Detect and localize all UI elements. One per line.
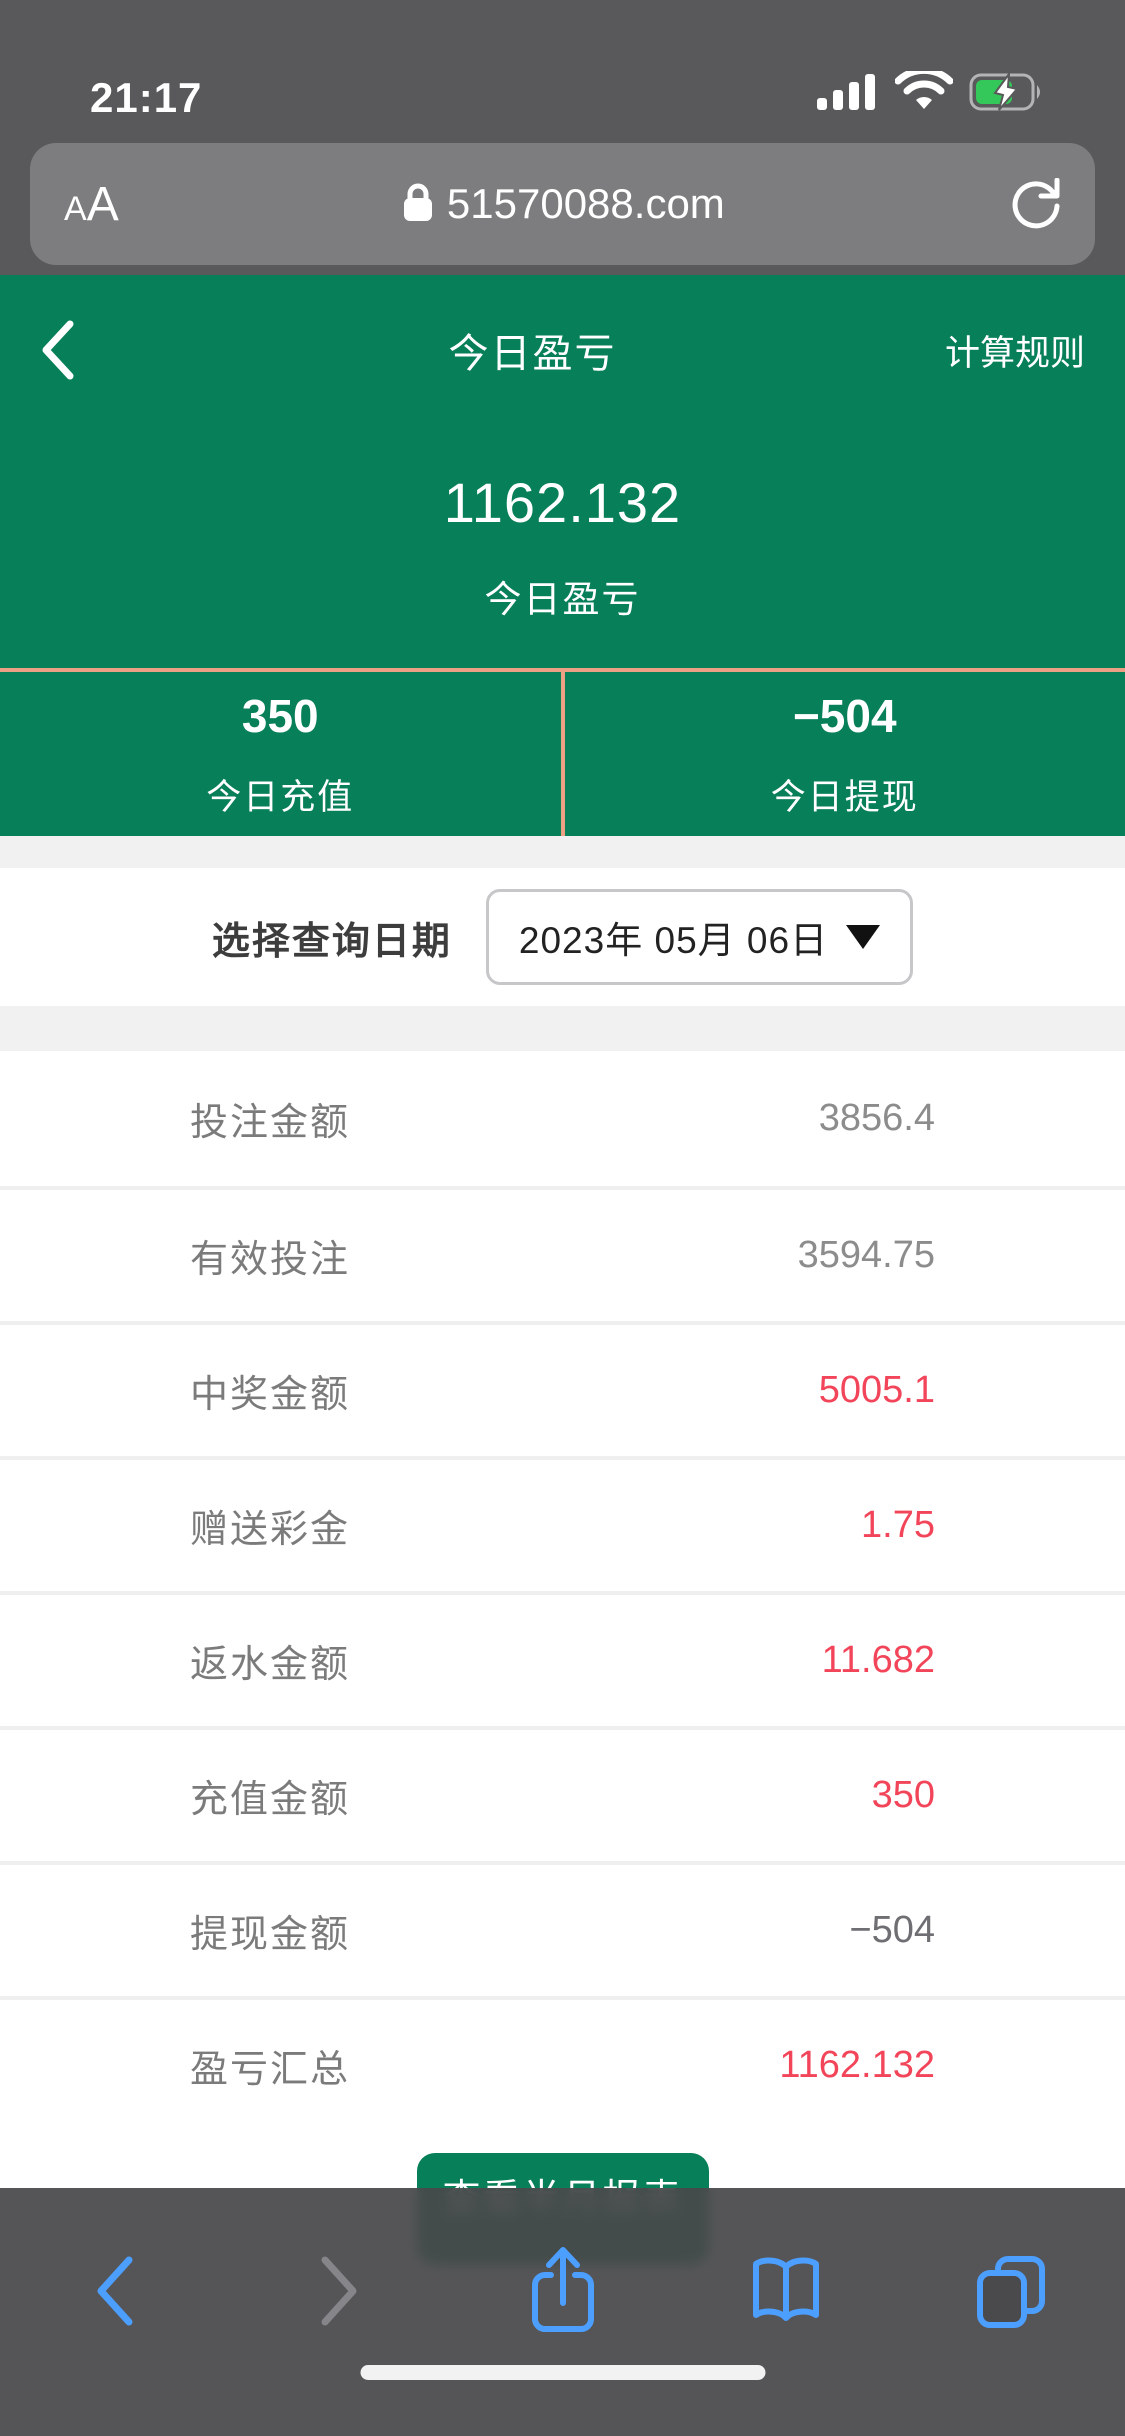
calculation-rules-link[interactable]: 计算规则 (944, 333, 1085, 373)
clock: 21:17 (90, 74, 203, 121)
caret-down-icon (846, 925, 881, 949)
today-withdraw-stat: −504 今日提现 (560, 672, 1125, 836)
table-row-withdraw: 提现金额 −504 (0, 1861, 1125, 1996)
wifi-icon (894, 66, 954, 118)
status-bar: 21:17 (0, 0, 1125, 130)
table-row-valid-bet: 有效投注 3594.75 (0, 1186, 1125, 1321)
date-select[interactable]: 2023年 05月 06日 (485, 889, 914, 985)
date-picker-row: 选择查询日期 2023年 05月 06日 (0, 868, 1125, 1006)
page-header: 今日盈亏 计算规则 (0, 275, 1125, 425)
refresh-icon[interactable] (1009, 178, 1061, 230)
deposit-label: 今日充值 (206, 777, 355, 817)
cellular-signal-icon (817, 72, 879, 117)
withdraw-value: −504 (792, 689, 897, 742)
lock-icon (403, 182, 433, 227)
deposit-value: 350 (241, 689, 319, 742)
divider-strip (0, 836, 1125, 868)
back-button[interactable] (40, 319, 160, 381)
todays-profit-hero: 1162.132 今日盈亏 (0, 425, 1125, 672)
chevron-left-icon (42, 320, 74, 380)
bookmarks-button[interactable] (741, 2236, 831, 2346)
profit-label: 今日盈亏 (484, 579, 641, 620)
share-button[interactable] (518, 2236, 608, 2346)
tabs-icon (977, 2256, 1045, 2328)
home-indicator[interactable] (360, 2365, 765, 2380)
battery-charging-icon (969, 70, 1045, 116)
table-row-deposit: 充值金额 350 (0, 1726, 1125, 1861)
book-icon (753, 2257, 820, 2321)
table-row-bet-amount: 投注金额 3856.4 (190, 1097, 935, 1144)
share-icon (531, 2247, 594, 2332)
table-row-winnings: 中奖金额 5005.1 (0, 1321, 1125, 1456)
profit-summary-table: 投注金额 3856.4 有效投注 3594.75 中奖金额 5005.1 赠送彩… (0, 1051, 1125, 2131)
table-row-bonus: 赠送彩金 1.75 (0, 1456, 1125, 1591)
deposit-withdraw-strip: 350 今日充值 −504 今日提现 (0, 672, 1125, 836)
chevron-forward-icon (321, 2256, 357, 2326)
today-deposit-stat: 350 今日充值 (0, 672, 561, 836)
divider-strip (0, 1006, 1125, 1051)
table-row-total: 盈亏汇总 1162.132 (0, 1996, 1125, 2131)
profit-amount: 1162.132 (443, 471, 682, 534)
withdraw-label: 今日提现 (770, 777, 919, 817)
date-picker-label: 选择查询日期 (211, 920, 452, 963)
safari-toolbar (0, 2188, 1125, 2436)
date-value: 2023年 05月 06日 (518, 920, 829, 961)
browser-forward-button[interactable] (294, 2236, 384, 2346)
browser-back-button[interactable] (70, 2236, 160, 2346)
table-row-rebate: 返水金额 11.682 (0, 1591, 1125, 1726)
page-title: 今日盈亏 (448, 332, 617, 376)
tabs-button[interactable] (965, 2236, 1055, 2346)
chevron-back-icon (97, 2256, 133, 2326)
url-domain: 51570088.com (446, 180, 725, 227)
